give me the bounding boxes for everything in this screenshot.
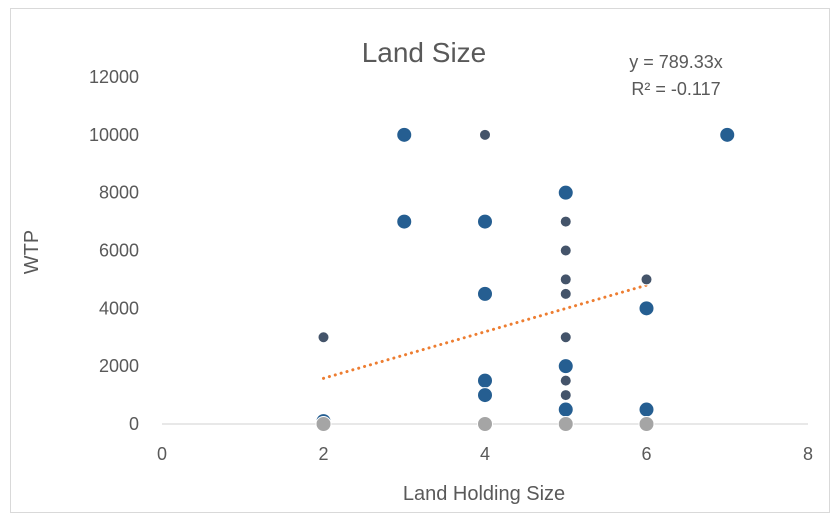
trendline-equation: y = 789.33x bbox=[629, 52, 723, 72]
y-tick-label: 6000 bbox=[99, 241, 139, 261]
data-point bbox=[477, 416, 493, 432]
x-tick-label: 2 bbox=[318, 444, 328, 464]
series-2 bbox=[317, 128, 653, 402]
data-point bbox=[557, 184, 574, 201]
x-tick-labels: 0 2 4 6 8 bbox=[157, 444, 813, 464]
y-tick-label: 12000 bbox=[89, 67, 139, 87]
data-point bbox=[479, 128, 491, 141]
data-point bbox=[317, 331, 330, 344]
data-point bbox=[559, 331, 572, 344]
y-tick-labels: 0 2000 4000 6000 8000 10000 12000 bbox=[89, 67, 139, 434]
data-point bbox=[477, 213, 493, 230]
y-tick-label: 2000 bbox=[99, 356, 139, 376]
chart-frame bbox=[10, 8, 830, 513]
trendline-layer bbox=[322, 283, 648, 380]
data-point bbox=[396, 213, 413, 230]
y-tick-label: 8000 bbox=[99, 183, 139, 203]
data-point bbox=[559, 389, 572, 402]
data-point bbox=[477, 372, 493, 389]
data-point bbox=[557, 401, 574, 418]
data-point bbox=[719, 126, 736, 143]
y-axis-title: WTP bbox=[21, 230, 43, 274]
x-tick-label: 4 bbox=[480, 444, 490, 464]
trendline-r-squared: R² = -0.117 bbox=[631, 79, 720, 99]
x-tick-label: 8 bbox=[803, 444, 813, 464]
series-3 bbox=[315, 416, 655, 432]
data-point bbox=[559, 287, 572, 300]
data-point bbox=[315, 416, 332, 432]
points-layer bbox=[315, 126, 736, 432]
data-point bbox=[477, 387, 493, 404]
data-point bbox=[638, 401, 655, 418]
x-tick-label: 0 bbox=[157, 444, 167, 464]
data-point bbox=[396, 126, 413, 143]
data-point bbox=[559, 244, 572, 257]
data-point bbox=[559, 215, 572, 228]
y-tick-label: 10000 bbox=[89, 125, 139, 145]
data-point bbox=[638, 300, 655, 317]
chart-title: Land Size bbox=[362, 37, 487, 68]
series-1 bbox=[315, 126, 736, 430]
y-tick-label: 0 bbox=[129, 414, 139, 434]
data-point bbox=[559, 374, 572, 387]
data-point bbox=[638, 416, 655, 432]
data-point bbox=[557, 416, 574, 432]
data-point bbox=[557, 358, 574, 375]
x-axis-title: Land Holding Size bbox=[403, 483, 565, 505]
data-point bbox=[640, 273, 653, 286]
x-tick-label: 6 bbox=[641, 444, 651, 464]
y-tick-label: 4000 bbox=[99, 298, 139, 318]
data-point bbox=[559, 273, 572, 286]
data-point bbox=[477, 285, 493, 302]
trendline bbox=[322, 283, 648, 380]
